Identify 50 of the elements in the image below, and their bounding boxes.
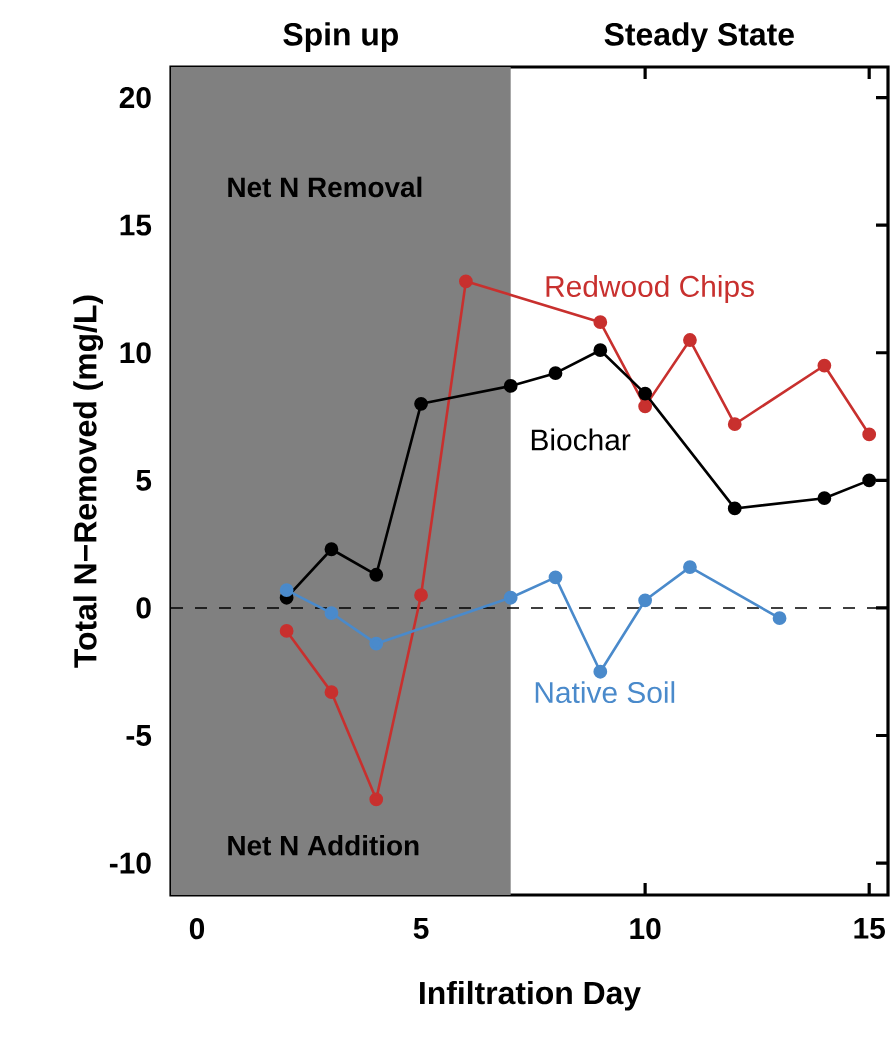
point [638,386,653,401]
y-tick-label: -5 [126,725,152,746]
series-label: Redwood Chips [546,275,754,303]
y-tick-label: 5 [136,469,152,491]
point [862,427,877,442]
y-tick-label: 20 [119,87,151,109]
point [817,358,832,373]
point [727,501,742,516]
x-tick-label: 5 [413,918,429,939]
point [414,588,428,603]
text: Steady State [604,22,794,52]
x-axis-title: Infiltration Day [420,980,641,1011]
point [593,343,608,358]
annotation: Net N Addition [228,835,419,856]
point [369,567,384,582]
point [593,315,608,330]
point [638,593,653,608]
point [414,396,428,411]
point [638,399,653,414]
point [324,606,339,620]
point [369,636,384,651]
point [817,491,832,506]
y-tick-label: 0 [136,597,151,619]
y-axis-title: Total N−Removed (mg/L) [73,295,104,668]
point [772,611,787,626]
series-label: Native Soil [535,681,675,704]
x-tick-label: 0 [189,918,205,940]
point [279,624,294,638]
series-label: Biochar [531,428,631,451]
point [503,379,518,393]
point [862,473,877,488]
point [503,590,518,605]
y-tick-label: 15 [120,214,152,236]
x-tick-label: 10 [630,918,661,940]
point [683,560,697,575]
point [548,366,563,381]
x-tick-label: 15 [854,918,885,939]
point [324,542,339,557]
point [279,583,294,597]
point [683,333,697,347]
y-tick-label: 10 [120,342,151,364]
text: Spin up [283,22,398,52]
point [593,664,608,679]
annotation: Net N Removal [228,176,422,198]
point [458,274,473,289]
point [369,792,384,807]
y-tick-label: -10 [109,852,151,874]
point [324,685,339,700]
point [727,417,742,432]
point [548,570,563,585]
